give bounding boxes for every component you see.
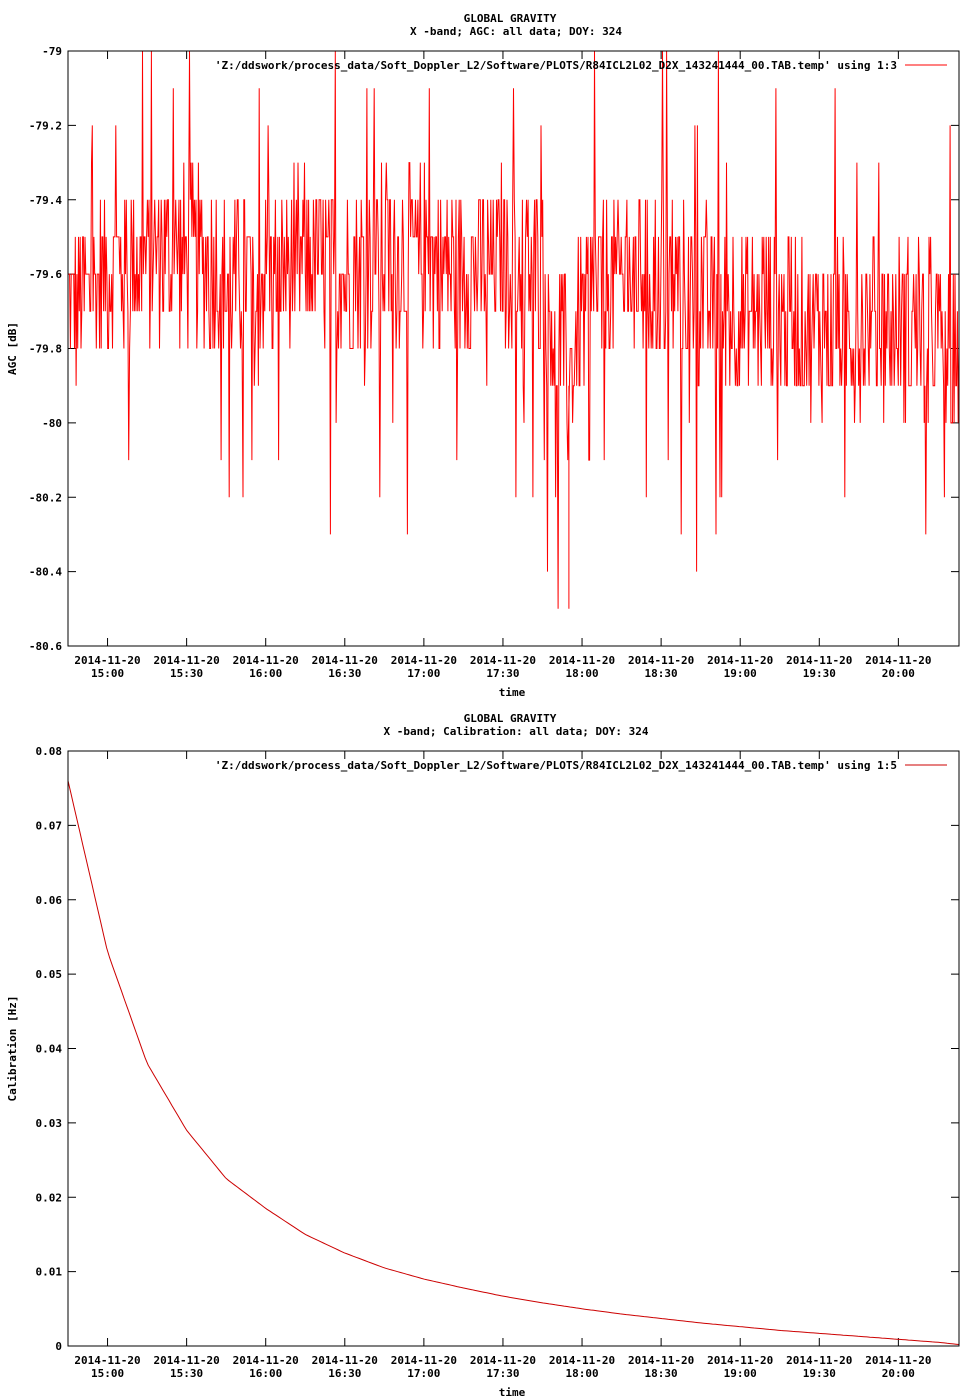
y-tick-label: -80 [42,417,62,430]
x-tick-date: 2014-11-20 [312,654,378,667]
x-tick-time: 20:00 [882,667,915,680]
x-tick-time: 18:30 [645,667,678,680]
y-tick-label: -79.2 [29,119,62,132]
x-tick-date: 2014-11-20 [707,654,773,667]
x-axis-label: time [499,686,526,699]
chart-title: GLOBAL GRAVITY [464,12,557,25]
x-tick-time: 19:00 [724,667,757,680]
agc-series-line [68,50,960,609]
x-tick-time: 15:30 [170,667,203,680]
x-tick-date: 2014-11-20 [865,1354,931,1367]
y-tick-label: 0.02 [36,1191,63,1204]
x-tick-time: 19:30 [803,1367,836,1380]
y-axis-label: AGC [dB] [6,322,19,375]
chart-subtitle: X -band; Calibration: all data; DOY: 324 [384,725,649,738]
y-tick-label: -79 [42,45,62,58]
x-tick-time: 19:00 [724,1367,757,1380]
x-tick-date: 2014-11-20 [154,654,220,667]
y-tick-label: 0.01 [36,1266,63,1279]
x-tick-date: 2014-11-20 [233,654,299,667]
chart-title: GLOBAL GRAVITY [464,712,557,725]
x-tick-time: 18:00 [565,1367,598,1380]
x-tick-time: 18:00 [565,667,598,680]
x-tick-date: 2014-11-20 [628,654,694,667]
y-tick-label: 0.08 [36,745,63,758]
chart-subtitle: X -band; AGC: all data; DOY: 324 [410,25,622,38]
x-axis-label: time [499,1386,526,1399]
x-tick-time: 15:00 [91,1367,124,1380]
y-tick-label: -79.6 [29,268,62,281]
x-tick-time: 17:30 [486,667,519,680]
x-tick-date: 2014-11-20 [391,654,457,667]
plot-frame [67,750,960,1347]
x-tick-date: 2014-11-20 [312,1354,378,1367]
y-tick-label: -79.8 [29,343,62,356]
x-tick-time: 18:30 [645,1367,678,1380]
legend-label: 'Z:/ddswork/process_data/Soft_Doppler_L2… [215,59,897,72]
x-tick-time: 16:00 [249,1367,282,1380]
y-tick-label: -80.4 [29,566,62,579]
y-tick-label: 0.07 [36,819,63,832]
x-tick-date: 2014-11-20 [865,654,931,667]
x-tick-time: 16:00 [249,667,282,680]
legend-label: 'Z:/ddswork/process_data/Soft_Doppler_L2… [215,759,897,772]
y-tick-label: -80.2 [29,491,62,504]
y-tick-label: 0.06 [36,894,63,907]
y-tick-label: 0 [55,1340,62,1353]
x-tick-time: 16:30 [328,1367,361,1380]
x-tick-time: 20:00 [882,1367,915,1380]
x-tick-date: 2014-11-20 [233,1354,299,1367]
x-tick-date: 2014-11-20 [470,654,536,667]
calibration-series-line [67,780,960,1345]
x-tick-time: 16:30 [328,667,361,680]
x-tick-date: 2014-11-20 [391,1354,457,1367]
plot-frame [67,50,960,647]
y-tick-label: -79.4 [29,194,62,207]
y-tick-label: 0.04 [36,1043,63,1056]
x-tick-date: 2014-11-20 [74,1354,140,1367]
x-tick-date: 2014-11-20 [707,1354,773,1367]
x-tick-time: 17:30 [486,1367,519,1380]
x-tick-time: 15:00 [91,667,124,680]
x-tick-time: 17:00 [407,667,440,680]
x-tick-date: 2014-11-20 [549,1354,615,1367]
y-axis-label: Calibration [Hz] [6,996,19,1102]
x-tick-date: 2014-11-20 [786,654,852,667]
y-tick-label: 0.05 [36,968,63,981]
x-tick-time: 19:30 [803,667,836,680]
x-tick-date: 2014-11-20 [549,654,615,667]
x-tick-date: 2014-11-20 [786,1354,852,1367]
x-tick-date: 2014-11-20 [628,1354,694,1367]
x-tick-date: 2014-11-20 [154,1354,220,1367]
x-tick-date: 2014-11-20 [74,654,140,667]
x-tick-date: 2014-11-20 [470,1354,536,1367]
y-tick-label: -80.6 [29,640,62,653]
y-tick-label: 0.03 [36,1117,63,1130]
x-tick-time: 17:00 [407,1367,440,1380]
x-tick-time: 15:30 [170,1367,203,1380]
